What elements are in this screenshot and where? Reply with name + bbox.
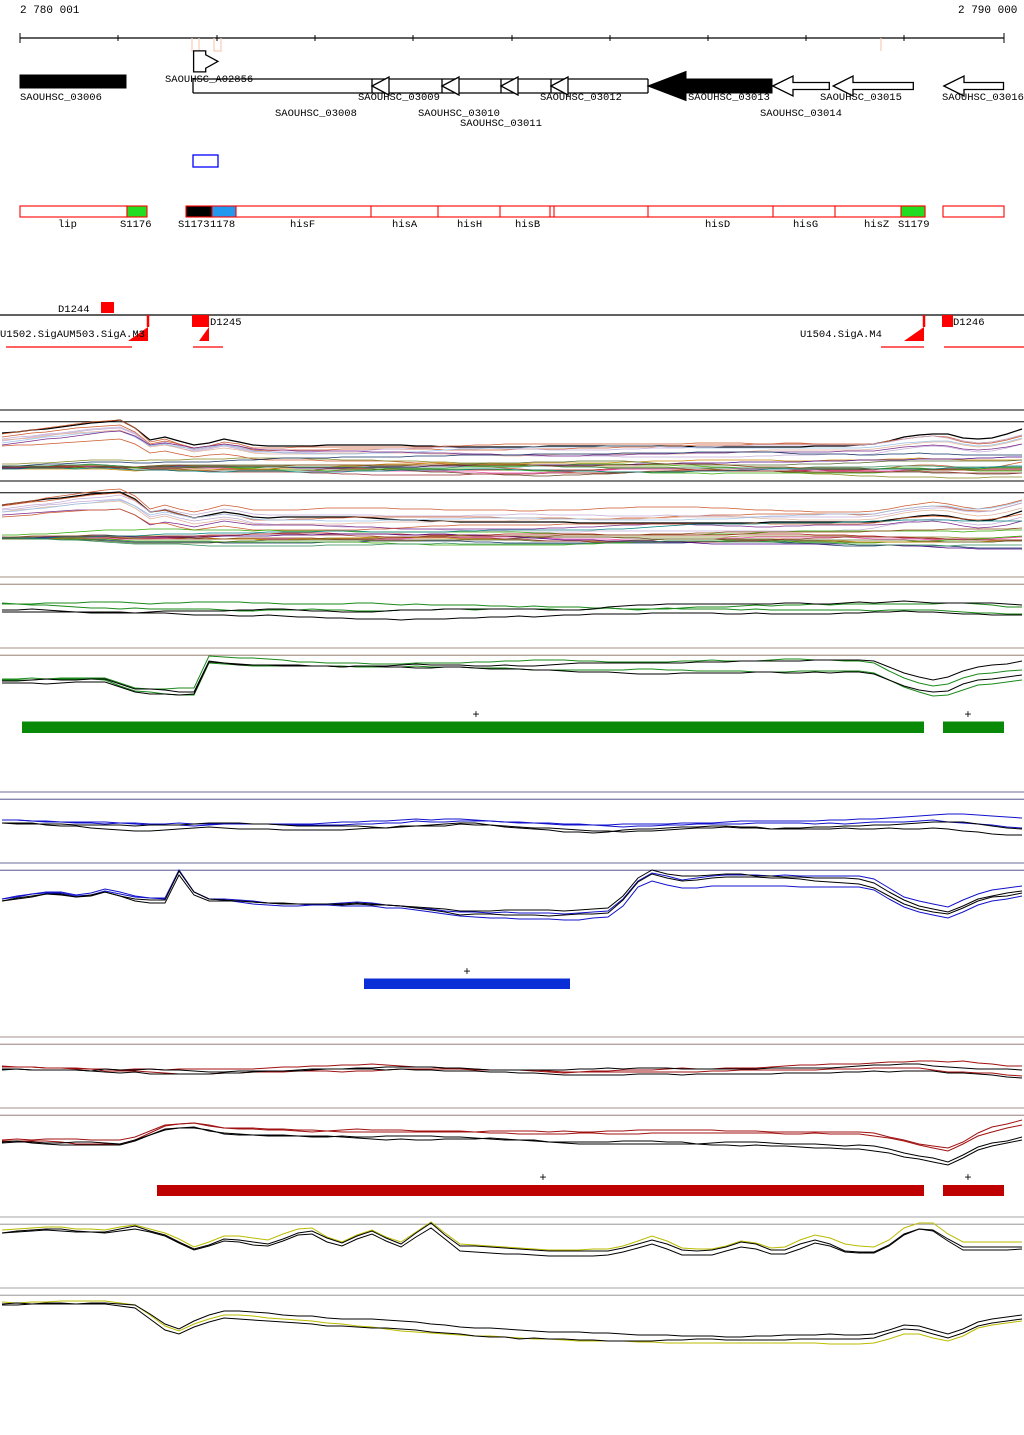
svg-text:+: + xyxy=(964,708,971,722)
svg-text:+: + xyxy=(964,1171,971,1185)
svg-text:+: + xyxy=(472,708,479,722)
svg-text:+: + xyxy=(463,965,470,979)
svg-text:+: + xyxy=(539,1171,546,1185)
